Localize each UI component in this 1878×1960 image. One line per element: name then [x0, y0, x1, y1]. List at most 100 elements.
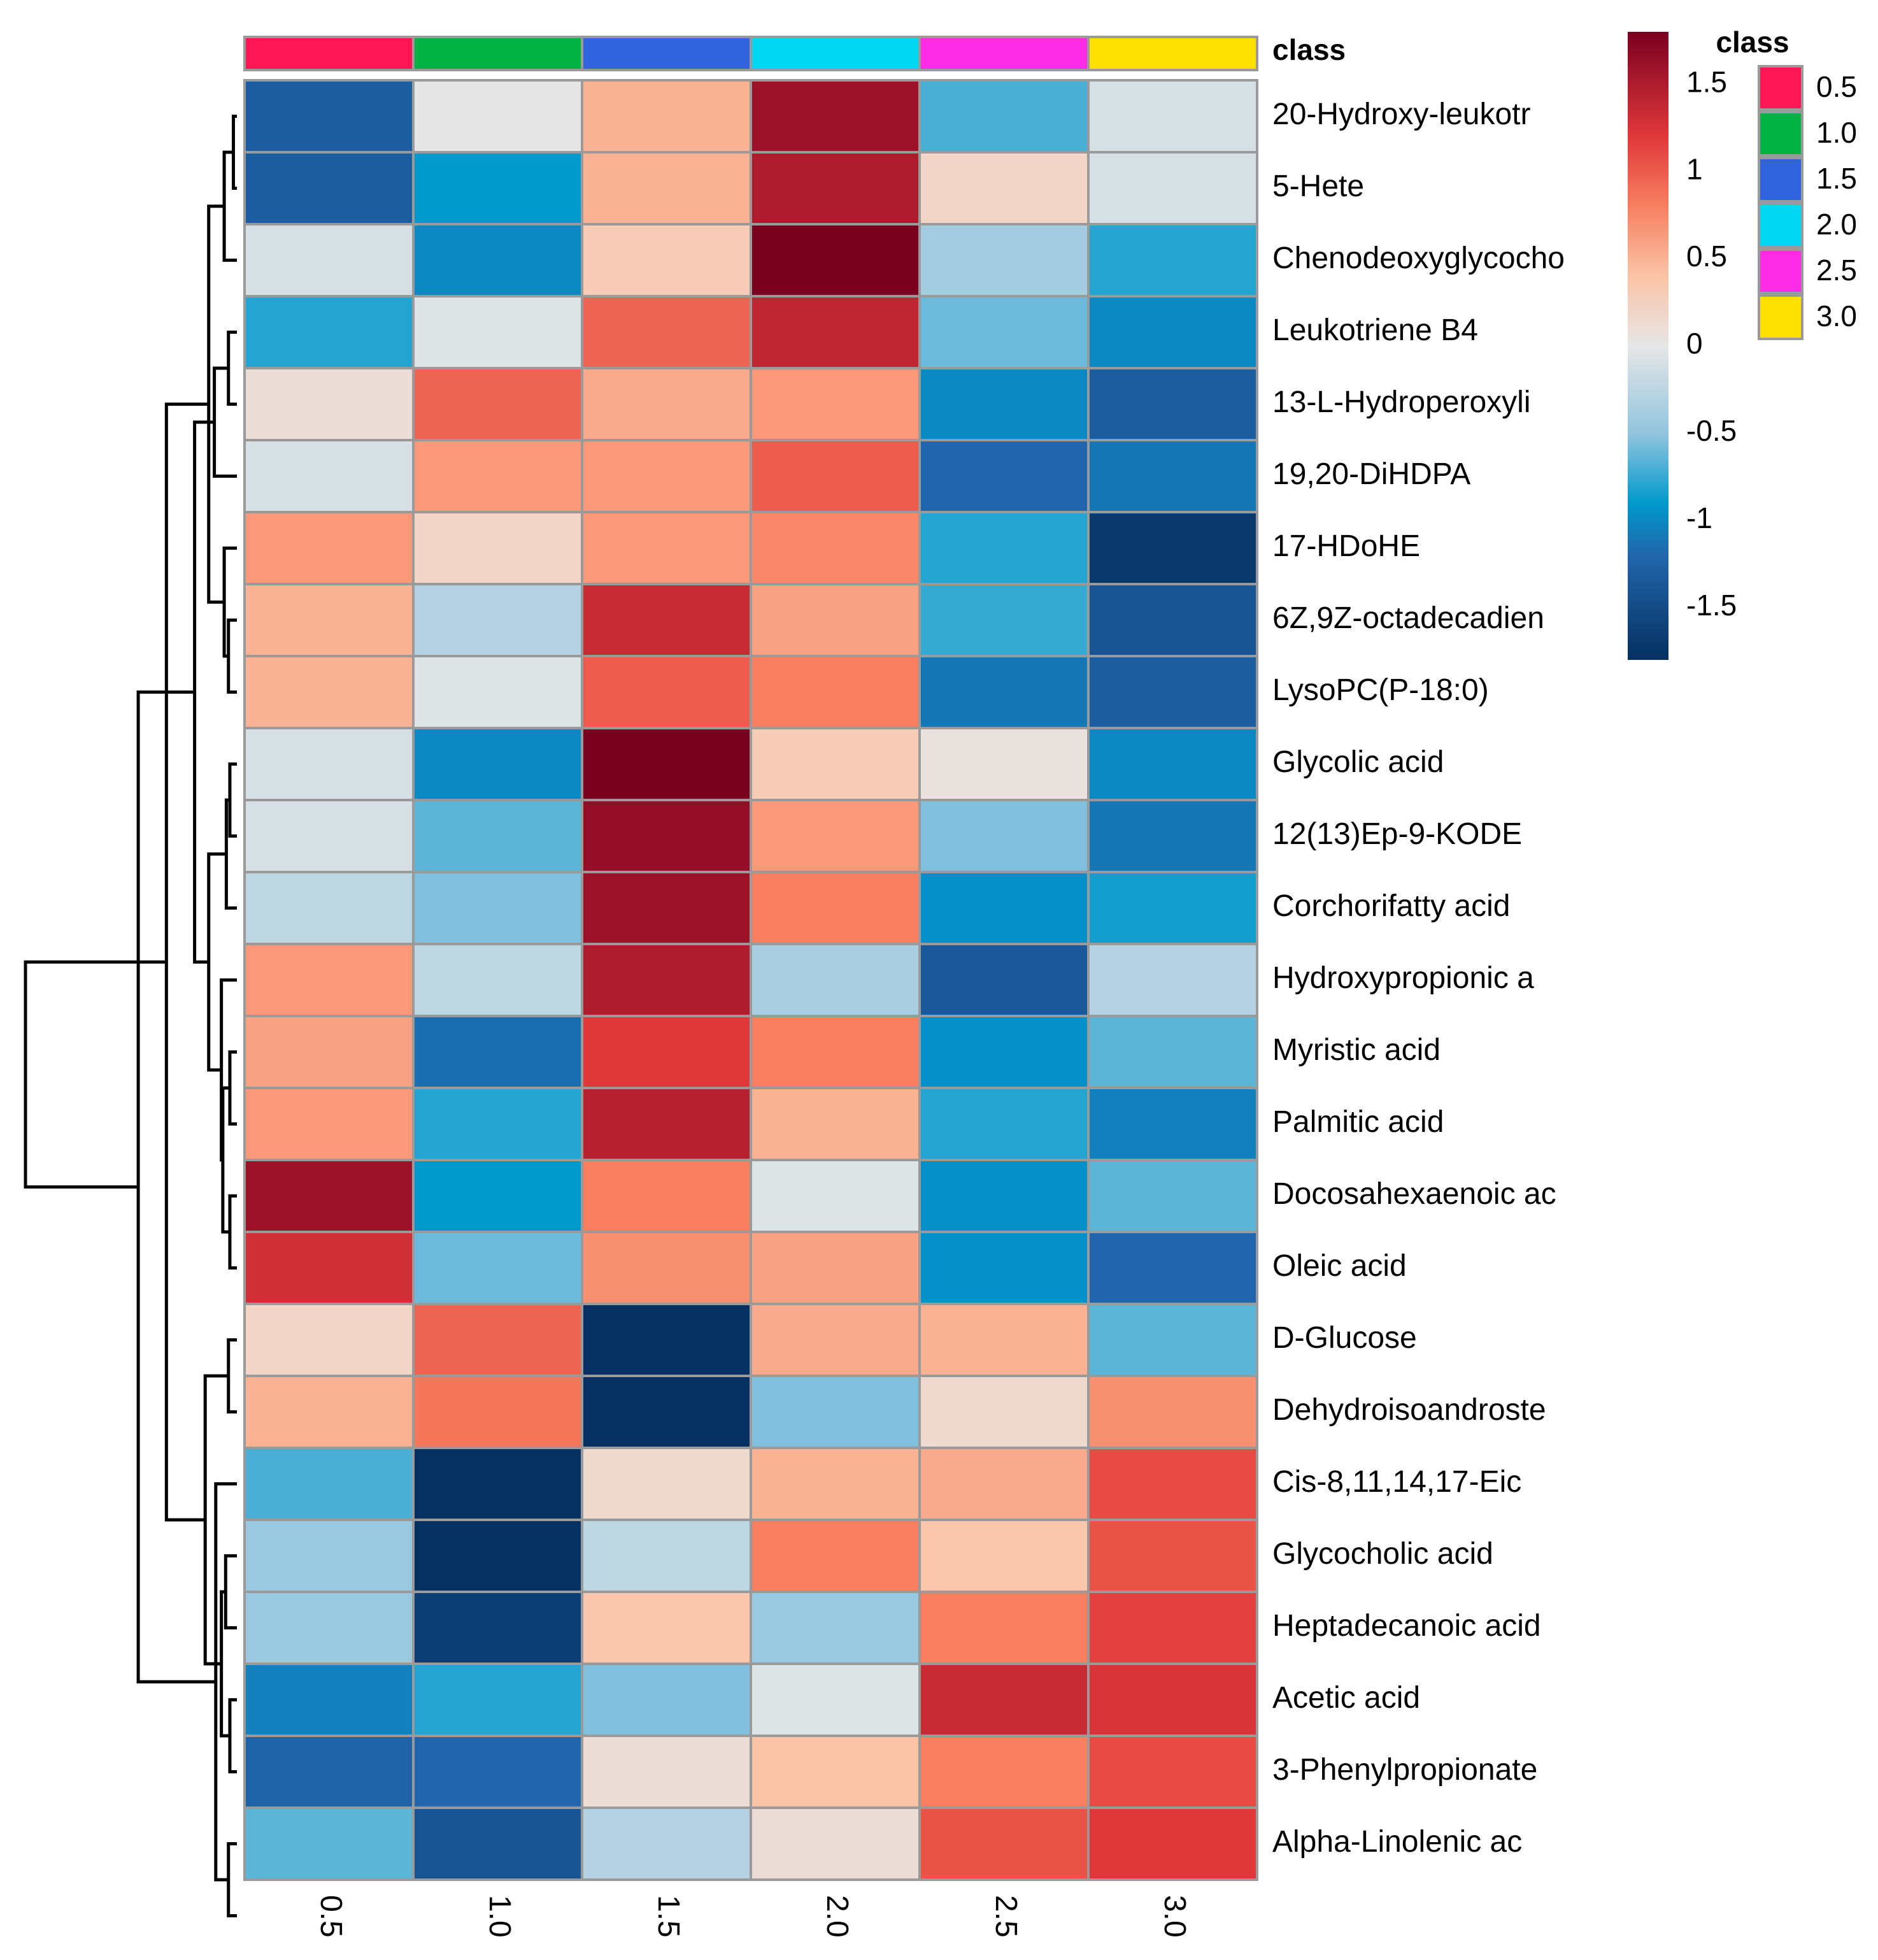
heatmap-cell	[750, 1591, 921, 1665]
heatmap-cell	[1087, 799, 1258, 873]
heatmap-cell	[1087, 1663, 1258, 1737]
heatmap-cell	[243, 1591, 415, 1665]
heatmap-cell	[581, 1519, 752, 1593]
dendrogram-branch	[213, 366, 237, 478]
heatmap-cell	[412, 1303, 583, 1377]
dendrogram-branch	[207, 204, 225, 604]
heatmap-cell	[750, 367, 921, 441]
heatmap-cell	[412, 871, 583, 945]
legend-swatch	[1758, 65, 1803, 111]
heatmap-cell	[1087, 1303, 1258, 1377]
heatmap-cell	[918, 655, 1090, 729]
legend-label: 2.0	[1816, 208, 1857, 241]
heatmap-cell	[243, 439, 415, 513]
row-label: 17-HDoHE	[1272, 529, 1420, 563]
class-bar-cell	[581, 36, 752, 71]
heatmap-cell	[918, 1303, 1090, 1377]
heatmap-cell	[750, 799, 921, 873]
row-label: Hydroxypropionic a	[1272, 961, 1534, 995]
heatmap-cell	[243, 367, 415, 441]
legend-label: 2.5	[1816, 254, 1857, 287]
heatmap-cell	[750, 1806, 921, 1881]
heatmap-cell	[412, 439, 583, 513]
heatmap-cell	[412, 1375, 583, 1449]
column-label: 0.5	[314, 1895, 348, 1938]
legend-swatch	[1758, 294, 1803, 340]
dendrogram-branch	[136, 690, 216, 1684]
heatmap-cell	[918, 79, 1090, 154]
heatmap-cell	[1087, 1591, 1258, 1665]
heatmap-cell	[750, 1303, 921, 1377]
heatmap-cell	[412, 583, 583, 657]
row-label: 5-Hete	[1272, 169, 1364, 203]
legend-swatch	[1758, 203, 1803, 248]
heatmap-cell	[581, 151, 752, 225]
heatmap-cell	[581, 1735, 752, 1809]
class-bar-cell	[750, 36, 921, 71]
heatmap-cell	[243, 1015, 415, 1089]
row-label: Cis-8,11,14,17-Eic	[1272, 1465, 1521, 1499]
heatmap-cell	[243, 1663, 415, 1737]
heatmap-cell	[581, 1231, 752, 1305]
heatmap-cell	[581, 1447, 752, 1521]
heatmap-cell	[918, 1375, 1090, 1449]
heatmap-cell	[243, 511, 415, 585]
column-labels: 0.5 1.0 1.5 2.0 2.5 3.0	[314, 1895, 1192, 1938]
heatmap-cell	[750, 1375, 921, 1449]
class-bar-label: class	[1272, 33, 1346, 66]
row-label: Alpha-Linolenic ac	[1272, 1825, 1522, 1859]
heatmap-cell	[750, 1087, 921, 1161]
colorbar-tick-label: -0.5	[1686, 414, 1737, 447]
heatmap-cell	[1087, 295, 1258, 369]
colorbar-tick-label: 1	[1686, 152, 1703, 185]
row-labels: 20-Hydroxy-leukotr 5-Hete Chenodeoxyglycoc…	[1272, 97, 1565, 1859]
heatmap-cell	[243, 1735, 415, 1809]
row-label: Acetic acid	[1272, 1681, 1420, 1715]
legend-label: 1.5	[1816, 162, 1857, 195]
heatmap-cell	[750, 1519, 921, 1593]
heatmap-cell	[412, 727, 583, 801]
row-label: D-Glucose	[1272, 1321, 1417, 1355]
row-label: 20-Hydroxy-leukotr	[1272, 97, 1530, 131]
heatmap-cell	[243, 1447, 415, 1521]
heatmap-cell	[1087, 151, 1258, 225]
heatmap-cell	[243, 223, 415, 297]
row-label: Glycolic acid	[1272, 745, 1444, 779]
dendrogram-branch	[214, 1482, 237, 1882]
row-label: LysoPC(P-18:0)	[1272, 673, 1489, 707]
heatmap-cell	[412, 1735, 583, 1809]
heatmap-cell	[581, 727, 752, 801]
colorbar-ticks: 1.5 1 0.5 0 -0.5 -1 -1.5	[1686, 65, 1737, 622]
row-label: Leukotriene B4	[1272, 313, 1478, 347]
heatmap-cell	[1087, 655, 1258, 729]
heatmap-cell	[918, 1735, 1090, 1809]
heatmap-cell	[243, 1806, 415, 1881]
legend-swatch	[1758, 248, 1803, 294]
row-label: 13-L-Hydroperoxyli	[1272, 385, 1531, 419]
heatmap-cell	[243, 583, 415, 657]
class-bar-cell	[918, 36, 1090, 71]
row-label: 19,20-DiHDPA	[1272, 457, 1470, 491]
dendrogram-branch	[224, 798, 237, 910]
heatmap-cell	[581, 1015, 752, 1089]
legend-label: 0.5	[1816, 70, 1857, 103]
heatmap-cell	[918, 1591, 1090, 1665]
heatmap-cell	[918, 367, 1090, 441]
heatmap-cell	[750, 439, 921, 513]
row-label: Glycocholic acid	[1272, 1537, 1493, 1571]
legend-title: class	[1716, 25, 1789, 59]
heatmap-cell	[243, 1375, 415, 1449]
dendrogram-branch	[222, 150, 237, 262]
heatmap-cell	[412, 151, 583, 225]
row-label: Corchorifatty acid	[1272, 889, 1510, 923]
heatmap-cell	[918, 583, 1090, 657]
heatmap-cell	[412, 1447, 583, 1521]
heatmap-cell	[412, 511, 583, 585]
heatmap-cell	[1087, 1806, 1258, 1881]
heatmap-cell	[581, 1806, 752, 1881]
dendrogram-branch	[228, 762, 237, 838]
heatmap-cell	[750, 655, 921, 729]
class-legend: 0.5 1.0 1.5 2.0 2.5 3.0	[1758, 65, 1857, 340]
heatmap-cell	[750, 223, 921, 297]
legend-swatch	[1758, 111, 1803, 157]
